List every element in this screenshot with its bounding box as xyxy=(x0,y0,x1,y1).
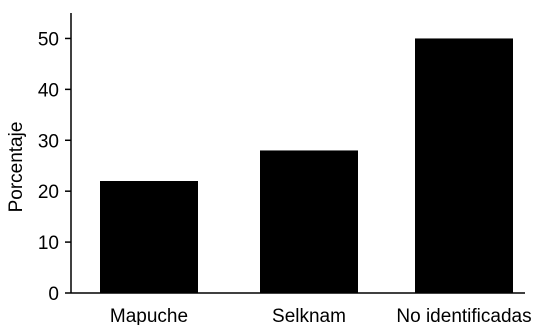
y-tick-label: 0 xyxy=(48,284,59,305)
x-category-label: No identificadas xyxy=(396,306,531,325)
bar-no-identificadas xyxy=(415,38,513,293)
y-tick-label: 40 xyxy=(38,80,59,101)
bar-mapuche xyxy=(100,181,198,293)
y-tick-label: 20 xyxy=(38,182,59,203)
x-category-label: Selknam xyxy=(272,306,346,325)
y-tick-label: 50 xyxy=(38,29,59,50)
y-axis-title: Porcentaje xyxy=(6,122,27,213)
bar-selknam xyxy=(260,150,358,293)
y-tick-label: 30 xyxy=(38,131,59,152)
x-category-label: Mapuche xyxy=(110,306,188,325)
y-tick-label: 10 xyxy=(38,233,59,254)
x-category-labels: Mapuche Selknam No identificadas xyxy=(110,306,532,325)
plot-area xyxy=(100,38,513,293)
y-ticks: 0 10 20 30 40 50 xyxy=(38,29,71,305)
